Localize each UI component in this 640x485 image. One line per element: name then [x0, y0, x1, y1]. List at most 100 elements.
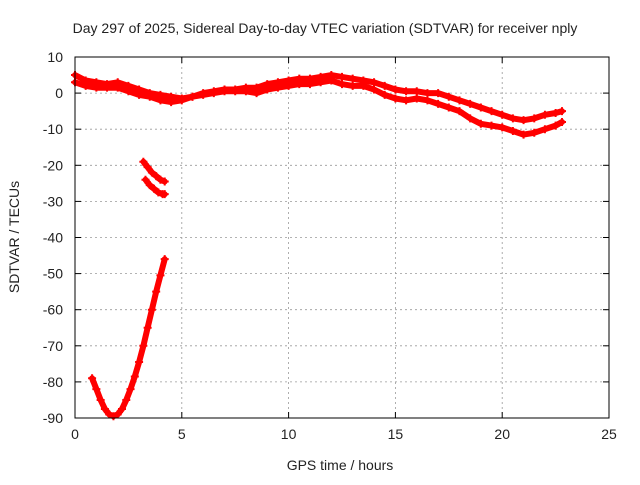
data-point	[530, 128, 539, 137]
data-point	[167, 98, 176, 107]
y-axis-title: SDTVAR / TECUs	[6, 181, 22, 293]
data-point	[444, 103, 453, 112]
data-point	[100, 404, 109, 413]
data-point	[391, 94, 400, 103]
data-point	[551, 108, 560, 117]
data-point	[145, 181, 154, 190]
data-point	[466, 114, 475, 123]
data-point	[177, 96, 186, 105]
chart-title: Day 297 of 2025, Sidereal Day-to-day VTE…	[73, 20, 578, 36]
data-point	[113, 83, 122, 92]
data-point	[109, 412, 118, 421]
data-point	[434, 99, 443, 108]
data-point	[466, 99, 475, 108]
y-tick-label: -60	[43, 302, 63, 318]
data-point	[103, 83, 112, 92]
data-point	[412, 87, 421, 96]
y-tick-label: -80	[43, 374, 63, 390]
data-point	[143, 163, 152, 172]
data-point	[88, 374, 97, 383]
data-point	[316, 78, 325, 87]
data-point	[263, 85, 272, 94]
data-point	[209, 89, 218, 98]
y-tick-label: 10	[47, 49, 63, 65]
data-point	[540, 110, 549, 119]
data-point	[92, 83, 101, 92]
x-tick-label: 0	[71, 426, 79, 442]
y-tick-label: -30	[43, 193, 63, 209]
data-point	[117, 404, 126, 413]
data-point	[105, 410, 114, 419]
data-point	[508, 114, 517, 123]
data-point	[124, 87, 133, 96]
data-point	[423, 89, 432, 98]
series-deep-arc	[88, 255, 169, 421]
data-point	[380, 81, 389, 90]
x-tick-label: 15	[388, 426, 404, 442]
data-point	[139, 341, 148, 350]
data-point	[199, 90, 208, 99]
data-point	[160, 190, 169, 199]
data-point	[558, 107, 567, 116]
x-tick-label: 10	[281, 426, 297, 442]
data-point	[327, 76, 336, 85]
grid-layer	[75, 57, 609, 418]
data-point	[92, 385, 101, 394]
data-point	[81, 81, 90, 90]
series-short-arc-upper	[139, 157, 169, 186]
data-point	[152, 172, 161, 181]
data-point	[145, 92, 154, 101]
data-point	[370, 78, 379, 87]
data-point	[130, 372, 139, 381]
data-point	[498, 123, 507, 132]
data-point	[305, 80, 314, 89]
data-point	[338, 80, 346, 89]
x-tick-label: 5	[178, 426, 186, 442]
data-point	[156, 96, 165, 105]
data-point	[338, 72, 346, 81]
data-point	[455, 107, 464, 116]
data-point	[150, 184, 159, 193]
data-point	[139, 157, 148, 166]
x-tick-label: 20	[494, 426, 510, 442]
data-point	[156, 175, 165, 184]
data-point	[122, 395, 131, 404]
data-point	[444, 92, 453, 101]
data-point	[519, 130, 528, 139]
data-point	[152, 287, 161, 296]
data-point	[135, 358, 144, 367]
data-point	[391, 85, 400, 94]
data-point	[476, 119, 485, 128]
data-point	[273, 83, 282, 92]
data-point	[147, 305, 156, 314]
y-tick-label: -10	[43, 121, 63, 137]
y-tick-label: -20	[43, 157, 63, 173]
x-tick-label: 25	[601, 426, 617, 442]
data-point	[141, 175, 150, 184]
data-point	[359, 81, 368, 90]
data-point	[551, 121, 560, 130]
data-point	[476, 103, 485, 112]
data-point	[113, 410, 122, 419]
data-point	[412, 94, 421, 103]
data-point	[540, 125, 549, 134]
data-point	[530, 114, 539, 123]
data-point	[96, 395, 105, 404]
data-point	[160, 255, 169, 264]
data-point	[135, 90, 144, 99]
data-point	[295, 80, 304, 89]
x-axis-title: GPS time / hours	[287, 457, 394, 473]
data-point	[455, 96, 464, 105]
data-point	[370, 85, 379, 94]
data-point	[348, 74, 357, 83]
y-tick-label: -40	[43, 230, 63, 246]
y-tick-label: -90	[43, 410, 63, 426]
data-point	[380, 90, 389, 99]
data-point	[241, 87, 250, 96]
data-point	[154, 188, 163, 197]
data-point	[147, 168, 156, 177]
data-point	[284, 81, 293, 90]
data-point	[126, 385, 135, 394]
series-short-arc-lower	[141, 175, 169, 199]
